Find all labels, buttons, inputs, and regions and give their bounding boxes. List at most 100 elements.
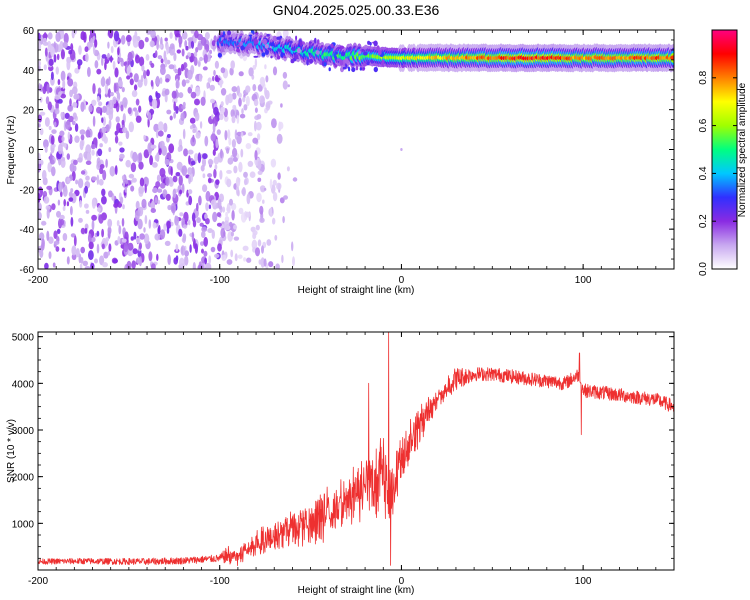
heatmap-cell	[169, 43, 175, 50]
heatmap-cell	[247, 132, 253, 137]
heatmap-cell	[198, 73, 203, 82]
heatmap-cell	[152, 162, 158, 168]
heatmap-cell	[139, 177, 145, 187]
heatmap-cell	[73, 159, 78, 166]
heatmap-cell	[230, 109, 235, 118]
heatmap-cell	[252, 84, 257, 92]
heatmap-cell	[157, 121, 164, 132]
heatmap-cell	[76, 59, 83, 66]
heatmap-cell	[63, 142, 67, 149]
heatmap-cell	[254, 32, 259, 35]
heatmap-cell	[88, 250, 94, 261]
heatmap-y-tick-label: -60	[20, 265, 35, 276]
heatmap-cell	[157, 55, 163, 60]
heatmap-cell	[150, 63, 155, 68]
heatmap-cell	[291, 241, 294, 252]
heatmap-cell	[166, 134, 171, 138]
heatmap-cell	[245, 143, 252, 150]
heatmap-cell	[181, 79, 187, 87]
heatmap-cell	[223, 231, 226, 237]
heatmap-cell	[146, 69, 150, 77]
heatmap-cell	[99, 143, 103, 148]
heatmap-cell	[190, 84, 193, 89]
heatmap-cell	[276, 55, 281, 60]
heatmap-cell	[227, 30, 232, 36]
heatmap-cell	[242, 96, 246, 103]
heatmap-cell	[68, 197, 74, 202]
heatmap-cell	[108, 190, 113, 198]
heatmap-cell	[216, 129, 221, 136]
heatmap-cell	[117, 236, 121, 244]
heatmap-cell	[84, 227, 88, 234]
heatmap-y-tick-label: -40	[20, 225, 35, 236]
heatmap-cell	[208, 255, 212, 265]
heatmap-cell	[96, 207, 101, 213]
heatmap-cell	[83, 31, 87, 43]
heatmap-cell	[38, 42, 42, 51]
heatmap-cell	[234, 253, 238, 262]
heatmap-cell	[43, 139, 49, 149]
snr-x-tick-label: 0	[399, 576, 405, 587]
heatmap-cell	[155, 129, 159, 139]
heatmap-cell	[108, 57, 114, 61]
heatmap-cell	[347, 66, 350, 69]
heatmap-cell	[101, 54, 107, 59]
heatmap-cell	[400, 148, 403, 151]
heatmap-cell	[286, 166, 290, 172]
heatmap-cell	[131, 260, 136, 269]
heatmap-cell	[75, 248, 80, 258]
heatmap-cell	[94, 258, 98, 264]
heatmap-cell	[135, 200, 140, 210]
heatmap-cell	[102, 262, 108, 268]
heatmap-cell	[164, 37, 168, 42]
heatmap-cell	[88, 241, 94, 250]
heatmap-cell	[101, 188, 106, 197]
heatmap-cell	[216, 222, 222, 227]
heatmap-cell	[178, 35, 183, 45]
heatmap-cell	[266, 239, 272, 246]
heatmap-cell	[79, 263, 83, 269]
heatmap-cell	[220, 88, 227, 96]
heatmap-cell	[263, 187, 267, 191]
heatmap-cell	[110, 46, 114, 54]
heatmap-cell	[210, 98, 215, 104]
heatmap-cell	[278, 121, 284, 130]
heatmap-cell	[268, 261, 274, 268]
heatmap-cell	[232, 33, 236, 39]
heatmap-cell	[91, 149, 95, 156]
heatmap-cell	[117, 57, 124, 63]
heatmap-cell	[188, 195, 193, 206]
heatmap-cell	[43, 37, 47, 43]
heatmap-cell	[136, 257, 140, 264]
heatmap-cell	[216, 212, 221, 218]
heatmap-cell	[207, 228, 213, 234]
heatmap-cell	[193, 56, 198, 66]
heatmap-cell	[231, 92, 237, 100]
heatmap-cell	[230, 249, 234, 258]
heatmap-cell	[169, 115, 173, 121]
heatmap-cell	[42, 41, 49, 46]
heatmap-cell	[101, 117, 104, 123]
heatmap-cell	[143, 177, 149, 182]
heatmap-cell	[54, 94, 61, 100]
heatmap-cell	[190, 40, 195, 49]
heatmap-cell	[283, 32, 286, 40]
heatmap-cell	[373, 66, 378, 73]
heatmap-cell	[60, 190, 63, 198]
heatmap-cell	[240, 148, 244, 158]
heatmap-cell	[62, 233, 68, 241]
heatmap-cell	[340, 51, 346, 57]
heatmap-cell	[90, 236, 96, 243]
heatmap-cell	[266, 33, 270, 37]
heatmap-cell	[101, 228, 104, 238]
heatmap-cell	[259, 217, 265, 223]
heatmap-cell	[43, 196, 50, 204]
heatmap-cell	[256, 114, 262, 120]
heatmap-cell	[190, 160, 196, 166]
heatmap-cell	[126, 75, 131, 80]
heatmap-cell	[270, 158, 277, 168]
heatmap-cell	[236, 135, 242, 145]
heatmap-cell	[249, 171, 256, 178]
heatmap-cell	[160, 58, 164, 64]
heatmap-cell	[238, 92, 242, 99]
